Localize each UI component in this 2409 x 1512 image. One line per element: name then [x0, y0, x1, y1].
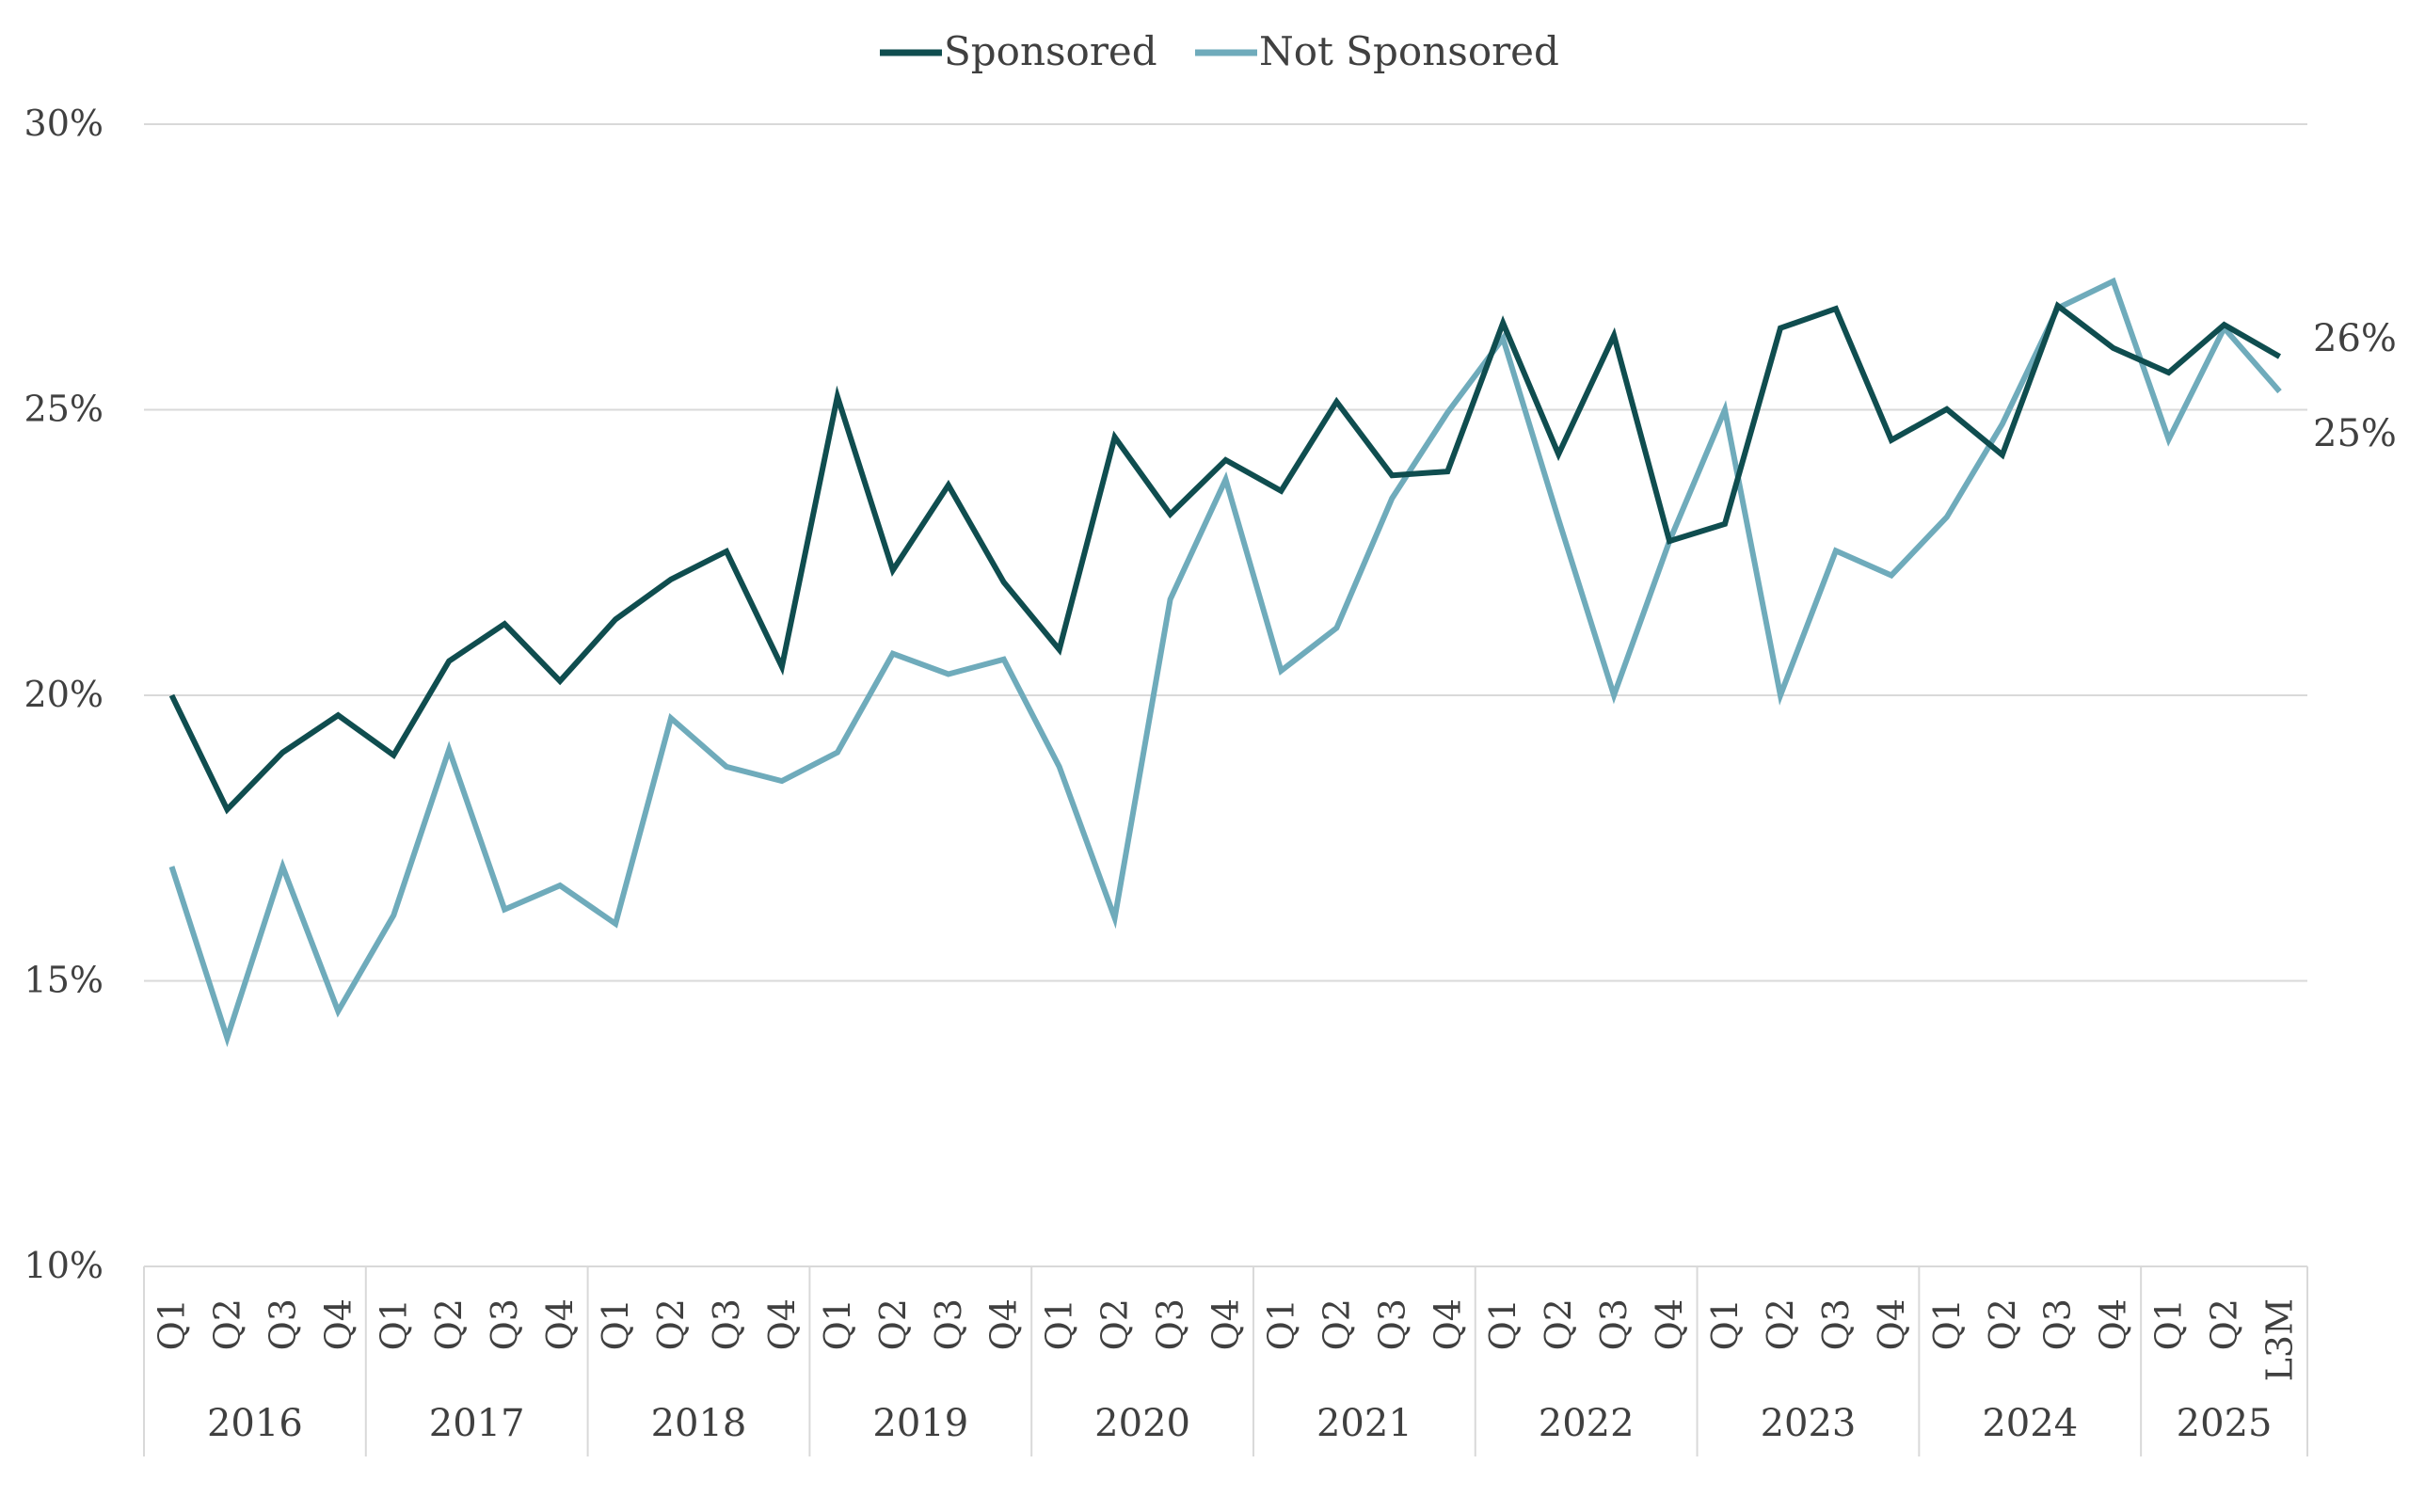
end-label: 26%: [2313, 317, 2397, 360]
gridlines: [144, 123, 2307, 982]
legend: Sponsored Not Sponsored: [880, 28, 1559, 74]
x-tick-label: Q3: [484, 1298, 525, 1350]
series-line-not-sponsored: [168, 277, 2282, 1047]
x-tick-label: Q1: [2148, 1298, 2190, 1350]
year-label: 2018: [651, 1402, 747, 1445]
x-tick-label: Q4: [1427, 1298, 1468, 1350]
legend-label: Not Sponsored: [1259, 28, 1559, 74]
x-tick-label: Q2: [1538, 1298, 1579, 1350]
x-tick-label: Q4: [2093, 1298, 2134, 1350]
y-tick-label: 20%: [24, 674, 104, 715]
x-tick-label: Q2: [1760, 1298, 1801, 1350]
year-label: 2025: [2177, 1402, 2273, 1445]
series-line-sponsored: [168, 301, 2281, 815]
x-tick-label: Q2: [1982, 1298, 2023, 1350]
x-tick-label: Q1: [595, 1298, 636, 1350]
x-tick-label: Q4: [317, 1298, 359, 1350]
year-label: 2017: [429, 1402, 525, 1445]
x-tick-label: Q1: [1482, 1298, 1524, 1350]
x-tick-label: Q4: [1871, 1298, 1912, 1350]
year-label: 2019: [872, 1402, 968, 1445]
y-tick-label: 25%: [24, 389, 104, 430]
x-tick-label: Q2: [650, 1298, 692, 1350]
end-label: 25%: [2313, 412, 2397, 455]
x-tick-label: Q1: [817, 1298, 858, 1350]
x-tick-label: Q3: [1593, 1298, 1635, 1350]
year-label: 2024: [1982, 1402, 2078, 1445]
x-tick-label: Q4: [983, 1298, 1025, 1350]
year-label: 2021: [1316, 1402, 1412, 1445]
x-tick-label: Q2: [872, 1298, 914, 1350]
y-tick-label: 10%: [24, 1245, 104, 1286]
x-axis: 2016 2017 2018 2019 2020 2021 2022 2023 2024 2025…: [143, 1265, 2308, 1456]
year-label: 2016: [207, 1402, 303, 1445]
series-lines: [168, 277, 2282, 1047]
x-tick-label: Q4: [1649, 1298, 1690, 1350]
x-tick-label: Q2: [428, 1298, 470, 1350]
x-tick-label: Q3: [928, 1298, 969, 1350]
x-tick-label: Q2: [1316, 1298, 1357, 1350]
x-tick-label: Q3: [1815, 1298, 1857, 1350]
x-tick-label: Q3: [2037, 1298, 2079, 1350]
x-tick-label: Q2: [2204, 1298, 2245, 1350]
x-tick-label: Q1: [1926, 1298, 1968, 1350]
x-tick-label: Q4: [1205, 1298, 1247, 1350]
x-tick-label: Q4: [539, 1298, 581, 1350]
x-tick-label: L3M: [2259, 1298, 2301, 1381]
x-tick-label: Q1: [151, 1298, 192, 1350]
legend-label: Sponsored: [944, 28, 1157, 74]
x-tick-label: Q2: [206, 1298, 247, 1350]
x-tick-label: Q3: [262, 1298, 303, 1350]
x-tick-label: Q3: [1371, 1298, 1412, 1350]
x-tick-label: Q1: [1039, 1298, 1080, 1350]
x-tick-label: Q1: [373, 1298, 414, 1350]
year-label: 2020: [1094, 1402, 1190, 1445]
x-tick-label: Q3: [706, 1298, 747, 1350]
x-tick-label: Q1: [1704, 1298, 1746, 1350]
y-axis: 10% 15% 20% 25% 30%: [24, 103, 104, 1286]
x-tick-label: Q4: [761, 1298, 803, 1350]
year-label: 2022: [1539, 1402, 1635, 1445]
end-labels: 26% 25%: [2313, 317, 2397, 455]
x-tick-label: Q2: [1094, 1298, 1136, 1350]
year-label: 2023: [1761, 1402, 1857, 1445]
x-tick-label: Q1: [1260, 1298, 1301, 1350]
y-tick-label: 15%: [24, 960, 104, 1001]
x-tick-label: Q3: [1150, 1298, 1191, 1350]
y-tick-label: 30%: [24, 103, 104, 144]
